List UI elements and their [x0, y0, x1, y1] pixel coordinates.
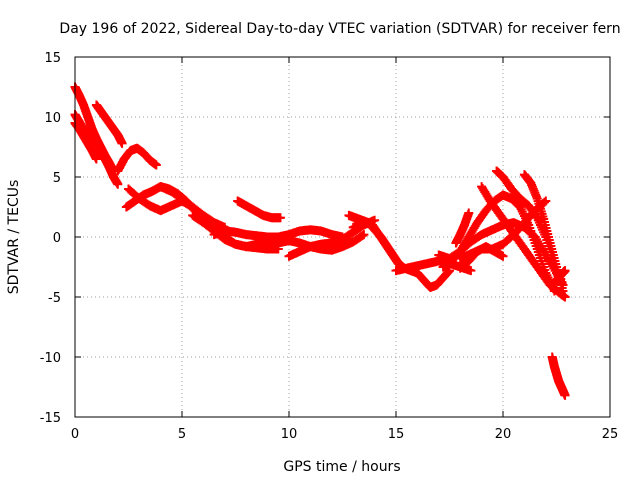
y-tick-label: 15	[44, 51, 61, 66]
chart-title: Day 196 of 2022, Sidereal Day-to-day VTE…	[59, 21, 620, 37]
y-tick-label: -10	[40, 351, 61, 366]
series-track-27	[547, 352, 570, 400]
data-point-plus	[151, 160, 161, 170]
x-tick-label: 0	[71, 427, 79, 442]
data-point-plus	[113, 179, 123, 189]
data-point-plus	[560, 266, 570, 276]
x-tick-label: 10	[281, 427, 298, 442]
data-point-plus	[560, 390, 570, 400]
x-tick-label: 5	[178, 427, 186, 442]
y-tick-label: 10	[44, 111, 61, 126]
data-points	[70, 82, 570, 400]
series-track-25	[451, 208, 474, 248]
data-point-plus	[91, 154, 101, 164]
series-track-03	[70, 118, 101, 164]
x-tick-label: 20	[495, 427, 512, 442]
series-track-09	[188, 210, 283, 254]
y-tick-label: 5	[53, 171, 61, 186]
data-point-plus	[466, 266, 476, 276]
x-tick-label: 15	[388, 427, 405, 442]
y-tick-label: -5	[48, 291, 61, 306]
plot-frame	[74, 56, 611, 418]
tick-labels: 0 5 10 15 20 25 -15 -10 -5 0 5 10 15	[40, 51, 619, 442]
data-point-plus	[541, 196, 551, 206]
data-point-plus	[117, 138, 127, 148]
data-point-plus	[560, 292, 570, 302]
data-point-plus	[464, 208, 474, 218]
series-track-05	[113, 143, 161, 176]
series-track-17	[412, 266, 454, 292]
series-track-26	[549, 266, 570, 288]
data-point-plus	[558, 286, 568, 296]
data-point-plus	[498, 251, 508, 261]
y-tick-label: -15	[40, 411, 61, 426]
series-track-24	[455, 242, 508, 273]
data-point-plus	[359, 230, 369, 240]
data-point-plus	[445, 266, 454, 276]
y-axis-label: SDTVAR / TECUs	[6, 180, 22, 295]
data-point-plus	[275, 213, 285, 223]
x-tick-label: 25	[602, 427, 619, 442]
y-tick-label: 0	[53, 231, 61, 246]
x-axis-label: GPS time / hours	[283, 459, 400, 475]
grid-lines	[75, 57, 610, 417]
series-track-10	[233, 196, 285, 223]
series-track-08	[156, 182, 273, 252]
series-track-04	[91, 100, 127, 148]
